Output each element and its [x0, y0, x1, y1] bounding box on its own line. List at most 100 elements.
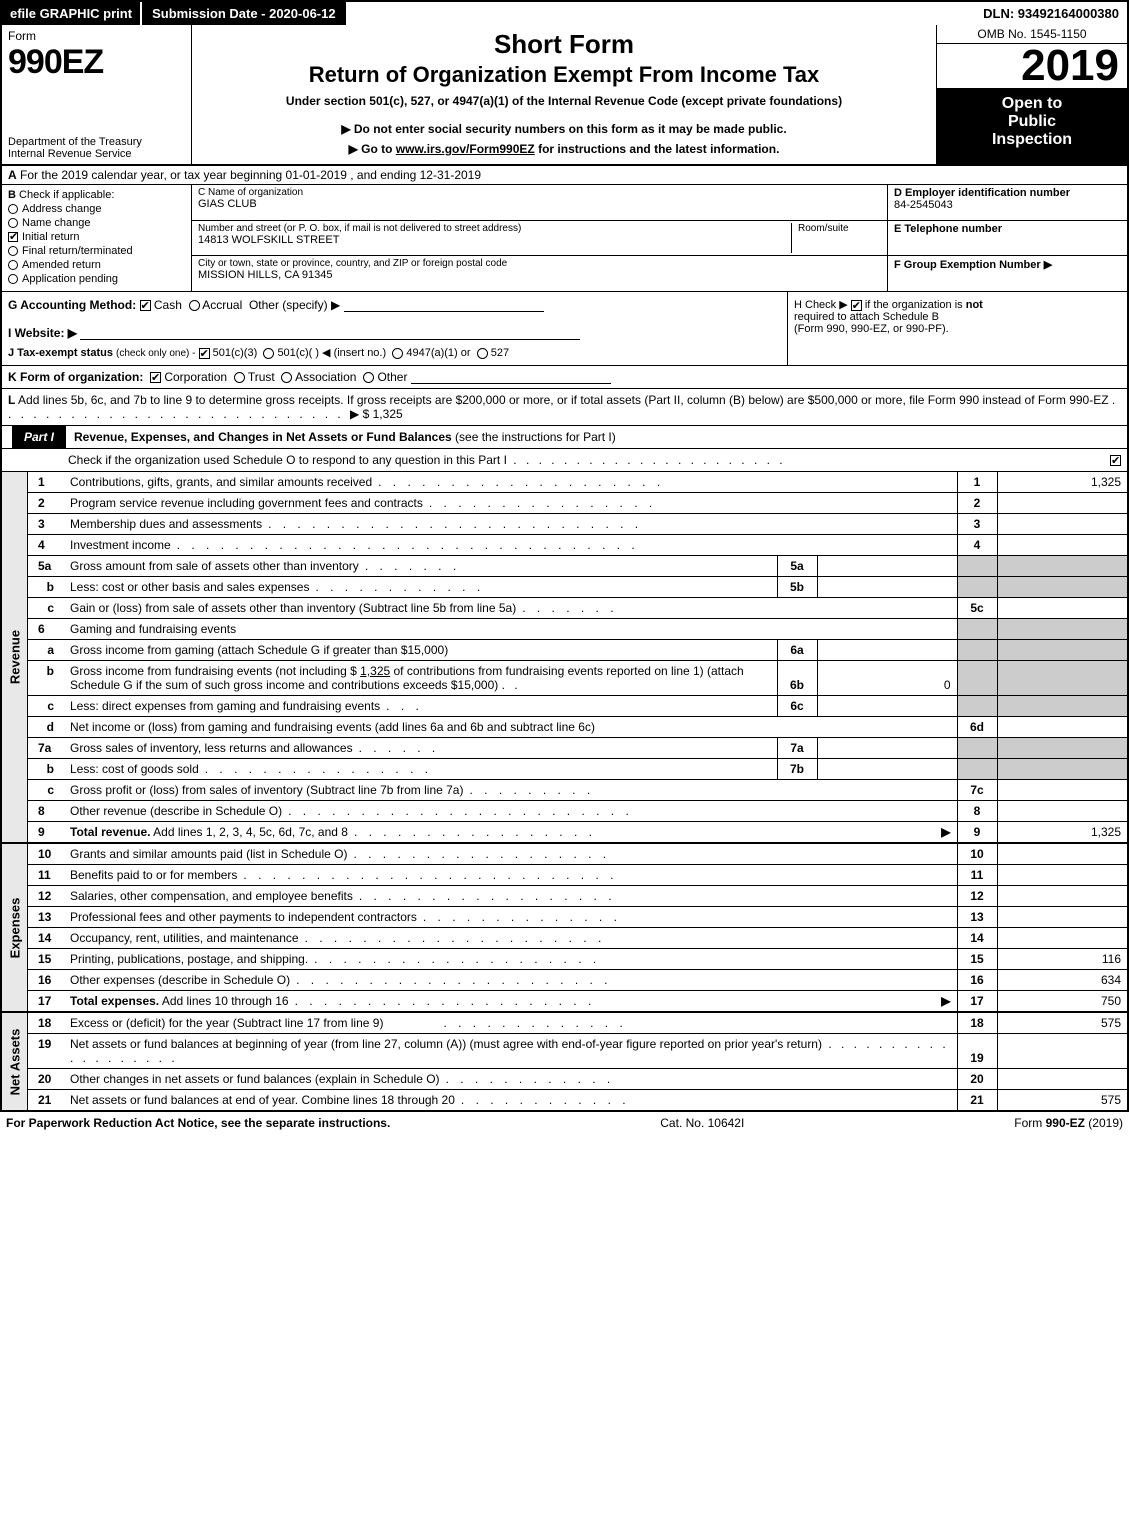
form-number: 990EZ: [8, 43, 185, 82]
j-4947-label: 4947(a)(1) or: [406, 347, 470, 359]
top-bar-spacer: [346, 2, 976, 25]
col-b-checkboxes: B Check if applicable: Address change Na…: [2, 185, 192, 291]
open-public-badge: Open to Public Inspection: [937, 89, 1127, 164]
j-4947-checkbox[interactable]: [392, 348, 403, 359]
j-small: (check only one) -: [116, 348, 195, 359]
accrual-label: Accrual: [202, 298, 242, 312]
footer-form-ref: Form 990-EZ (2019): [1014, 1116, 1123, 1130]
line-11-value: [997, 865, 1127, 886]
revenue-table: 1 Contributions, gifts, grants, and simi…: [28, 472, 1127, 842]
application-pending-checkbox[interactable]: [8, 274, 18, 284]
col-def: D Employer identification number 84-2545…: [887, 185, 1127, 291]
k-assoc-checkbox[interactable]: [281, 372, 292, 383]
net-assets-side-label: Net Assets: [2, 1013, 28, 1110]
j-501c3-label: 501(c)(3): [213, 347, 258, 359]
line-7c-value: [997, 780, 1127, 801]
h-schedule-b: H Check ▶ if the organization is not req…: [787, 292, 1127, 365]
line-11: 11 Benefits paid to or for members. . . …: [28, 865, 1127, 886]
cash-checkbox[interactable]: [140, 300, 151, 311]
amended-return-label: Amended return: [22, 259, 101, 271]
top-bar: efile GRAPHIC print Submission Date - 20…: [0, 0, 1129, 25]
line-6: 6 Gaming and fundraising events: [28, 619, 1127, 640]
line-6a-value: [817, 640, 957, 661]
under-section-text: Under section 501(c), 527, or 4947(a)(1)…: [200, 94, 928, 108]
line-17-value: 750: [997, 991, 1127, 1012]
website-blank[interactable]: [80, 326, 580, 340]
expenses-table: 10 Grants and similar amounts paid (list…: [28, 844, 1127, 1011]
submission-date-label: Submission Date - 2020-06-12: [140, 2, 346, 25]
line-3: 3 Membership dues and assessments. . . .…: [28, 514, 1127, 535]
j-501c3-checkbox[interactable]: [199, 348, 210, 359]
dept-line-2: Internal Revenue Service: [8, 148, 132, 160]
part-1-schedule-o-checkbox[interactable]: [1110, 455, 1121, 466]
h-text3: required to attach Schedule B: [794, 311, 939, 323]
k-other-checkbox[interactable]: [363, 372, 374, 383]
h-text1: H Check ▶: [794, 299, 848, 311]
name-change-checkbox[interactable]: [8, 218, 18, 228]
row-gh: G Accounting Method: Cash Accrual Other …: [0, 292, 1129, 366]
h-not: not: [966, 299, 983, 311]
footer-cat-no: Cat. No. 10642I: [660, 1116, 744, 1130]
part-1-check-text: Check if the organization used Schedule …: [68, 453, 1110, 467]
k-trust-checkbox[interactable]: [234, 372, 245, 383]
city-label: City or town, state or province, country…: [198, 258, 881, 269]
j-527-checkbox[interactable]: [477, 348, 488, 359]
efile-print-label[interactable]: efile GRAPHIC print: [2, 2, 140, 25]
city-value: MISSION HILLS, CA 91345: [198, 269, 881, 281]
line-8: 8 Other revenue (describe in Schedule O)…: [28, 801, 1127, 822]
org-name-value: GIAS CLUB: [198, 198, 881, 210]
k-other-blank[interactable]: [411, 370, 611, 384]
line-12-value: [997, 886, 1127, 907]
col-b-letter: B: [8, 189, 16, 201]
final-return-checkbox[interactable]: [8, 246, 18, 256]
line-5b: b Less: cost or other basis and sales ex…: [28, 577, 1127, 598]
line-6b: b Gross income from fundraising events (…: [28, 661, 1127, 696]
l-text: Add lines 5b, 6c, and 7b to line 9 to de…: [18, 393, 1109, 407]
i-label: I Website: ▶: [8, 326, 77, 340]
line-13: 13 Professional fees and other payments …: [28, 907, 1127, 928]
line-4: 4 Investment income. . . . . . . . . . .…: [28, 535, 1127, 556]
line-14-value: [997, 928, 1127, 949]
line-5a: 5a Gross amount from sale of assets othe…: [28, 556, 1127, 577]
line-2-value: [997, 493, 1127, 514]
room-suite-label: Room/suite: [791, 223, 881, 254]
line-1: 1 Contributions, gifts, grants, and simi…: [28, 472, 1127, 493]
open-line-1: Open to: [1002, 95, 1062, 112]
line-9: 9 Total revenue. Add lines 1, 2, 3, 4, 5…: [28, 822, 1127, 843]
initial-return-checkbox[interactable]: [8, 232, 18, 242]
section-bc: B Check if applicable: Address change Na…: [0, 185, 1129, 292]
line-6d-value: [997, 717, 1127, 738]
street-label: Number and street (or P. O. box, if mail…: [198, 223, 791, 234]
address-change-checkbox[interactable]: [8, 204, 18, 214]
part-1-header: Part I Revenue, Expenses, and Changes in…: [0, 426, 1129, 449]
j-501c-checkbox[interactable]: [263, 348, 274, 359]
h-text2: if the organization is: [865, 299, 963, 311]
line-7b-value: [817, 759, 957, 780]
dept-line-1: Department of the Treasury: [8, 136, 142, 148]
ein-value: 84-2545043: [894, 199, 1121, 211]
tax-year: 2019: [937, 44, 1127, 89]
j-501c-label: 501(c)( ) ◀ (insert no.): [277, 347, 386, 359]
other-specify-blank[interactable]: [344, 298, 544, 312]
k-corp-label: Corporation: [164, 370, 227, 384]
form-word: Form: [8, 29, 185, 43]
line-4-value: [997, 535, 1127, 556]
line-20-value: [997, 1069, 1127, 1090]
return-title: Return of Organization Exempt From Incom…: [200, 62, 928, 88]
row-k-form-of-org: K Form of organization: Corporation Trus…: [0, 366, 1129, 389]
net-assets-table: 18 Excess or (deficit) for the year (Sub…: [28, 1013, 1127, 1110]
line-3-value: [997, 514, 1127, 535]
line-6b-contrib-amount: 1,325: [360, 664, 390, 678]
j-527-label: 527: [491, 347, 509, 359]
amended-return-checkbox[interactable]: [8, 260, 18, 270]
line-6c: c Less: direct expenses from gaming and …: [28, 696, 1127, 717]
k-corp-checkbox[interactable]: [150, 372, 161, 383]
h-checkbox[interactable]: [851, 300, 862, 311]
line-15: 15 Printing, publications, postage, and …: [28, 949, 1127, 970]
line-17: 17 Total expenses. Add lines 10 through …: [28, 991, 1127, 1012]
irs-link[interactable]: www.irs.gov/Form990EZ: [396, 142, 535, 156]
l-label: L: [8, 393, 15, 407]
revenue-section: Revenue 1 Contributions, gifts, grants, …: [0, 472, 1129, 844]
short-form-title: Short Form: [200, 29, 928, 60]
accrual-checkbox[interactable]: [189, 300, 200, 311]
